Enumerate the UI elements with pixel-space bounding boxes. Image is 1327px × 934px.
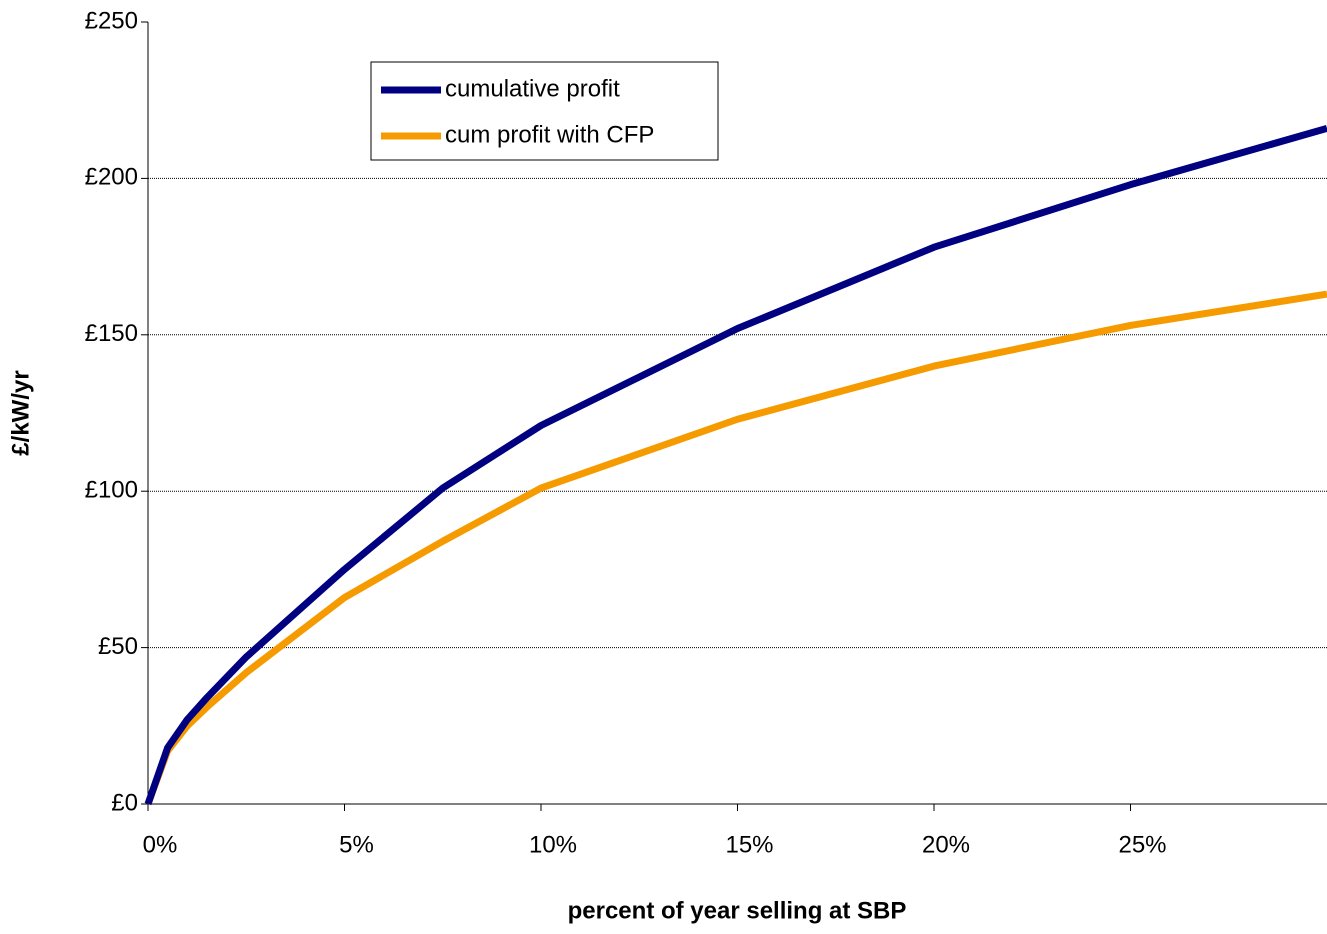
y-axis-label: £/kW/yr [7, 370, 34, 455]
legend-label: cum profit with CFP [445, 121, 654, 148]
x-tick-label: 5% [339, 831, 374, 858]
y-tick-label: £250 [85, 7, 138, 34]
y-tick-label: £50 [98, 633, 138, 660]
series-line [144, 290, 1327, 806]
y-tick-label: £0 [111, 789, 138, 816]
x-tick-label: 10% [529, 831, 577, 858]
legend-box [370, 61, 719, 161]
y-tick-label: £100 [85, 477, 138, 504]
y-tick-label: £150 [85, 320, 138, 347]
x-tick-label: 20% [922, 831, 970, 858]
legend-label: cumulative profit [445, 75, 620, 102]
series-line [144, 124, 1327, 806]
x-tick-label: 0% [143, 831, 178, 858]
x-axis-label: percent of year selling at SBP [568, 897, 907, 924]
x-tick-label: 25% [1118, 831, 1166, 858]
y-tick-label: £200 [85, 164, 138, 191]
x-tick-label: 15% [725, 831, 773, 858]
